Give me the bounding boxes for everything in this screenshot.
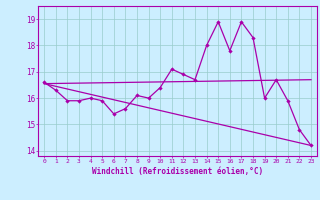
X-axis label: Windchill (Refroidissement éolien,°C): Windchill (Refroidissement éolien,°C) <box>92 167 263 176</box>
